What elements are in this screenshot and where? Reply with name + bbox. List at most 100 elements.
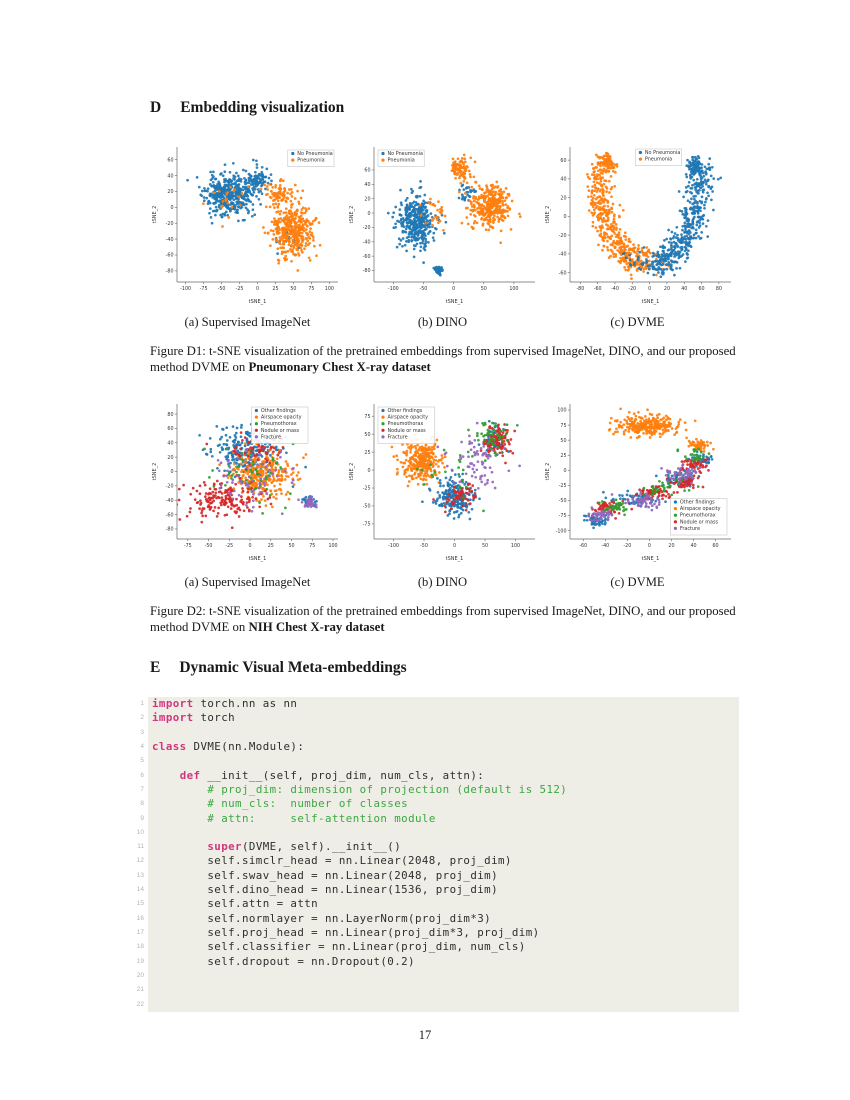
svg-text:75: 75 <box>364 414 370 420</box>
figure-d1-caption: Figure D1: t-SNE visualization of the pr… <box>150 343 738 376</box>
code-line: 20 <box>127 968 739 984</box>
svg-text:60: 60 <box>167 157 173 163</box>
code-line: 9 # attn: self-attention module <box>127 811 739 826</box>
svg-text:Other findings: Other findings <box>261 408 296 414</box>
code-text: super(DVME, self).__init__() <box>148 840 739 855</box>
code-line: 7 # proj_dim: dimension of projection (d… <box>127 782 739 798</box>
code-line: 14 self.dino_head = nn.Linear(1536, proj… <box>127 883 739 898</box>
svg-text:Nodule or mass: Nodule or mass <box>261 428 300 434</box>
code-line: 17 self.proj_head = nn.Linear(proj_dim*3… <box>127 926 739 941</box>
svg-text:20: 20 <box>664 286 670 292</box>
line-number: 5 <box>140 757 144 765</box>
svg-text:-20: -20 <box>166 484 174 490</box>
tsne-plot-dvme-nih: -60 -40 -20 0 20 40 60-100-75-50-250255075100t… <box>545 404 731 562</box>
code-line: 12 self.simclr_head = nn.Linear(2048, pr… <box>127 854 739 869</box>
svg-text:-40: -40 <box>611 286 619 292</box>
line-number: 1 <box>140 700 144 707</box>
figure-d2-subcaptions: (a) Supervised ImageNet (b) DINO (c) DVM… <box>150 575 736 590</box>
line-number: 9 <box>140 814 144 822</box>
svg-text:-40: -40 <box>166 498 174 504</box>
code-line: 13 self.swav_head = nn.Linear(2048, proj… <box>127 868 739 884</box>
svg-text:40: 40 <box>364 182 370 188</box>
line-number: 18 <box>136 943 144 951</box>
svg-text:-20: -20 <box>362 225 370 231</box>
svg-text:tSNE_2: tSNE_2 <box>349 206 355 224</box>
svg-text:tSNE_2: tSNE_2 <box>152 463 158 481</box>
svg-text:-100: -100 <box>387 286 398 292</box>
svg-text:100: 100 <box>509 286 518 292</box>
section-heading-e: E Dynamic Visual Meta-embeddings <box>150 659 407 677</box>
svg-text:tSNE_2: tSNE_2 <box>152 206 158 224</box>
code-line: 11 super(DVME, self).__init__() <box>127 840 739 855</box>
svg-text:0: 0 <box>563 214 566 220</box>
code-line: 1 import torch.nn as nn <box>127 697 739 712</box>
svg-text:Pneumonia: Pneumonia <box>645 157 672 163</box>
line-number: 21 <box>136 986 144 994</box>
svg-text:60: 60 <box>167 426 173 432</box>
svg-text:25: 25 <box>364 450 370 456</box>
code-line: 2 import torch <box>127 711 739 726</box>
line-number: 8 <box>140 800 144 808</box>
code-line: 4 class DVME(nn.Module): <box>127 739 739 755</box>
code-line: 6 def __init__(self, proj_dim, num_cls, … <box>127 768 739 783</box>
svg-text:50: 50 <box>290 286 296 292</box>
svg-text:0: 0 <box>170 205 173 211</box>
code-line: 10 <box>127 825 739 841</box>
svg-text:-100: -100 <box>180 286 191 292</box>
svg-text:-50: -50 <box>205 543 213 549</box>
svg-text:0: 0 <box>170 469 173 475</box>
svg-text:0: 0 <box>452 543 455 549</box>
svg-text:40: 40 <box>560 177 566 183</box>
svg-text:-20: -20 <box>628 286 636 292</box>
svg-text:100: 100 <box>328 543 337 549</box>
code-text <box>148 825 739 841</box>
code-line: 8 # num_cls: number of classes <box>127 797 739 812</box>
figure-d2-caption: Figure D2: t-SNE visualization of the pr… <box>150 603 738 636</box>
figure-d1-subcaptions: (a) Supervised ImageNet (b) DINO (c) DVM… <box>150 315 736 330</box>
code-text: self.simclr_head = nn.Linear(2048, proj_… <box>148 854 739 869</box>
svg-text:Airspace opacity: Airspace opacity <box>261 415 302 421</box>
figure-d1-panel-b: -100 -50 0 50 100 -80 -60 -40 -20 0 20 40 60 tSNE_1 tS… <box>347 140 540 306</box>
svg-text:80: 80 <box>716 286 722 292</box>
line-number: 20 <box>136 971 144 979</box>
line-number: 12 <box>136 857 144 865</box>
code-line: 21 <box>127 983 739 998</box>
svg-text:75: 75 <box>308 286 314 292</box>
code-line: 15 self.attn = attn <box>127 897 739 912</box>
caption-dataset-name: NIH Chest X-ray dataset <box>248 620 385 635</box>
code-text <box>148 968 739 984</box>
subcaption-c: (c) DVME <box>610 315 665 329</box>
svg-text:Fracture: Fracture <box>261 434 281 440</box>
caption-text: Figure D1: t-SNE visualization of the pr… <box>150 344 736 375</box>
svg-text:tSNE_2: tSNE_2 <box>349 463 355 481</box>
svg-text:100: 100 <box>325 286 334 292</box>
svg-text:-50: -50 <box>420 543 428 549</box>
svg-text:20: 20 <box>167 189 173 195</box>
code-text: self.proj_head = nn.Linear(proj_dim*3, p… <box>148 926 739 941</box>
svg-text:60: 60 <box>699 286 705 292</box>
svg-text:tSNE_1: tSNE_1 <box>642 299 660 305</box>
svg-text:-50: -50 <box>218 286 226 292</box>
code-line: 5 <box>127 754 739 769</box>
code-text: self.dino_head = nn.Linear(1536, proj_di… <box>148 883 739 898</box>
svg-text:-20: -20 <box>559 233 567 239</box>
section-title: Embedding visualization <box>180 99 345 116</box>
svg-text:-75: -75 <box>184 543 192 549</box>
svg-text:-40: -40 <box>559 252 567 258</box>
line-number: 10 <box>136 828 144 836</box>
code-text: self.attn = attn <box>148 897 739 912</box>
code-text <box>148 997 739 1012</box>
tsne-plot-supervised-imagenet-nih: -75 -50 -25 0 25 50 75 100 -80 -60 -40 -20 0 20 40 60 80… <box>152 404 338 562</box>
code-text <box>148 754 739 769</box>
code-text: import torch <box>148 711 739 726</box>
svg-text:-25: -25 <box>225 543 233 549</box>
code-text <box>148 983 739 998</box>
svg-text:20: 20 <box>364 196 370 202</box>
svg-text:0: 0 <box>367 468 370 474</box>
svg-text:0: 0 <box>248 543 251 549</box>
figure-d1-row: -100 -75 -50 -25 0 25 50 75 100 -80 -60 -40 -20 0 20 40… <box>150 140 736 306</box>
figure-d2-panel-c: -60 -40 -20 0 20 40 60 -100 -75 -50 -25 0 25 50 75 100 t… <box>543 397 736 563</box>
svg-text:0: 0 <box>367 211 370 217</box>
code-text: import torch.nn as nn <box>148 697 739 712</box>
tsne-plot-dino-pneumonia: -100 -50 0 50 100 -80 -60 -40 -20 0 20 40 60 tSNE_1 tS… <box>349 147 535 305</box>
